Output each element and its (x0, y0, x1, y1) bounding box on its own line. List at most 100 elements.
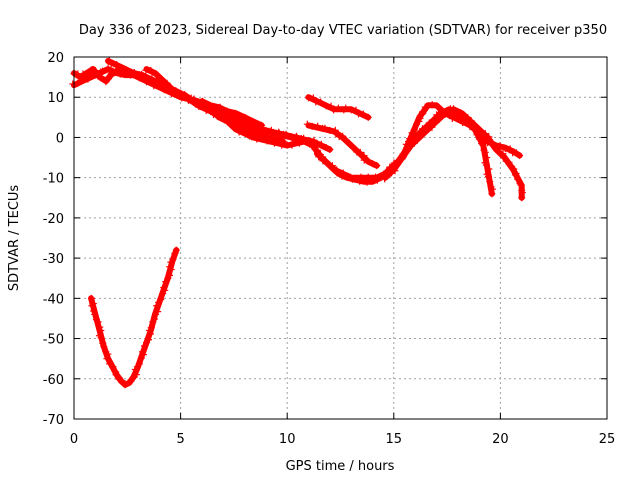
data-point (425, 125, 433, 133)
data-point (127, 377, 135, 385)
data-point (339, 169, 347, 177)
data-point (197, 103, 205, 111)
data-point (373, 162, 381, 170)
data-point (518, 189, 526, 197)
x-tick-label: 25 (599, 432, 616, 447)
data-point (469, 123, 477, 131)
data-point (514, 175, 522, 183)
data-point (488, 139, 496, 147)
y-tick-label: -60 (43, 373, 64, 388)
data-point (432, 117, 440, 125)
data-point (516, 180, 524, 188)
data-point (91, 67, 99, 75)
data-point (518, 194, 526, 202)
data-point (351, 174, 359, 182)
chart-title: Day 336 of 2023, Sidereal Day-to-day VTE… (79, 23, 607, 38)
data-point (172, 246, 180, 254)
y-tick-label: 20 (47, 51, 64, 66)
data-point (125, 68, 133, 76)
data-point (372, 173, 380, 181)
data-point (147, 66, 155, 74)
data-point (288, 134, 296, 142)
data-point (356, 148, 364, 156)
data-point (359, 174, 367, 182)
data-point (466, 123, 474, 131)
data-point (120, 64, 128, 72)
data-point (446, 111, 454, 119)
data-point (410, 139, 418, 147)
data-point (166, 263, 174, 271)
data-point (339, 132, 347, 140)
data-point (258, 121, 266, 129)
data-point (102, 78, 110, 86)
data-point (347, 173, 355, 181)
data-point (314, 122, 322, 130)
data-point (352, 106, 360, 114)
data-point (364, 113, 372, 121)
data-point (486, 178, 494, 186)
data-point (270, 137, 278, 145)
data-point (326, 146, 334, 154)
data-point (410, 126, 418, 134)
data-point (483, 154, 491, 162)
data-point (381, 175, 389, 183)
y-axis-label: SDTVAR / TECUs (7, 185, 22, 292)
data-point (97, 334, 105, 342)
x-tick-label: 20 (492, 432, 509, 447)
data-point (329, 165, 337, 173)
series-line (88, 247, 180, 388)
data-point (327, 102, 335, 110)
data-point (279, 137, 287, 145)
x-axis-label: GPS time / hours (286, 459, 395, 474)
data-point (147, 324, 155, 332)
data-point (318, 154, 326, 162)
data-layer (69, 56, 526, 389)
data-point (488, 190, 496, 198)
x-tick-label: 10 (279, 432, 296, 447)
data-point (322, 157, 330, 165)
data-point (104, 64, 112, 72)
data-point (157, 296, 165, 304)
data-point (154, 308, 162, 316)
data-point (99, 339, 107, 347)
data-point (109, 363, 117, 371)
data-point (135, 360, 143, 368)
x-tick-label: 5 (176, 432, 184, 447)
series-sat-e (198, 97, 266, 129)
data-point (301, 137, 309, 145)
data-point (248, 117, 256, 125)
plot-frame (73, 56, 608, 420)
data-point (334, 104, 342, 112)
series-line (71, 66, 303, 143)
data-point (463, 119, 471, 127)
data-point (224, 107, 232, 115)
data-point (172, 87, 180, 95)
data-point (275, 136, 283, 144)
data-point (151, 315, 159, 323)
y-tick-label: -30 (43, 252, 64, 267)
data-point (334, 168, 342, 176)
ticks: 0 5 10 15 20 25 20 10 0 -10 -20 -30 -40 -50 -60 -70 (43, 51, 616, 447)
data-point (153, 71, 161, 79)
data-point (315, 153, 323, 161)
data-point (248, 133, 256, 141)
data-point (165, 271, 173, 279)
data-point (91, 310, 99, 318)
data-point (303, 120, 311, 128)
data-point (479, 141, 487, 149)
data-point (188, 97, 196, 105)
data-point (317, 98, 325, 106)
data-point (118, 377, 126, 385)
data-point (342, 104, 350, 112)
data-point (516, 152, 524, 160)
data-point (317, 140, 325, 148)
data-point (460, 113, 468, 121)
data-point (484, 172, 492, 180)
data-point (449, 105, 457, 113)
data-point (505, 158, 513, 166)
data-point (142, 74, 150, 82)
data-point (107, 60, 115, 68)
data-point (130, 68, 138, 76)
data-point (97, 327, 105, 335)
